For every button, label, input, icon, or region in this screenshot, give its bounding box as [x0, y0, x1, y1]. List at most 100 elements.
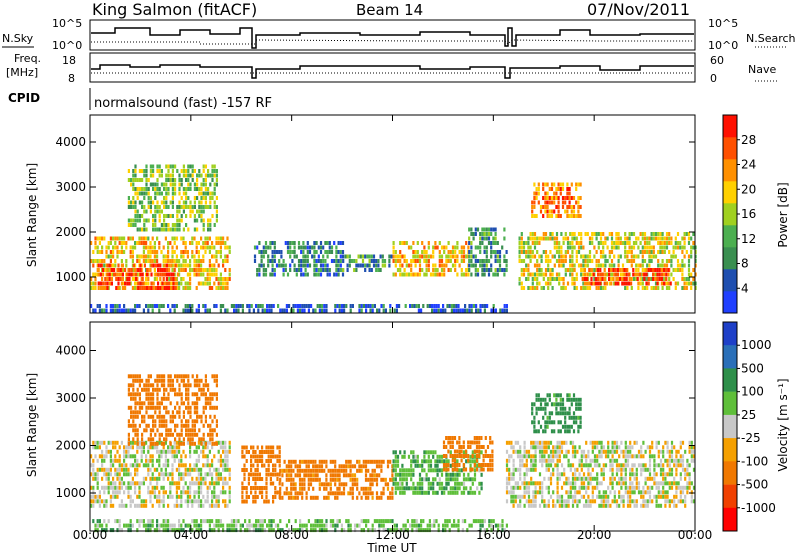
heatmap-cell [191, 268, 194, 272]
heatmap-cell [451, 458, 454, 463]
heatmap-cell [138, 392, 141, 397]
heatmap-cell [197, 490, 200, 495]
heatmap-cell [149, 173, 152, 178]
heatmap-cell [94, 236, 97, 241]
heatmap-cell [193, 481, 196, 486]
heatmap-cell [174, 286, 177, 290]
heatmap-cell [178, 410, 181, 415]
heatmap-cell [587, 476, 590, 481]
heatmap-cell [198, 209, 201, 214]
heatmap-cell [171, 432, 174, 437]
heatmap-cell [200, 378, 203, 383]
heatmap-cell [597, 286, 600, 290]
heatmap-cell [287, 495, 291, 500]
heatmap-cell [527, 454, 531, 459]
heatmap-cell [538, 485, 542, 490]
heatmap-cell [336, 495, 339, 500]
heatmap-cell [542, 415, 545, 420]
heatmap-cell [575, 250, 578, 254]
heatmap-cell [175, 254, 178, 259]
heatmap-cell [167, 410, 170, 415]
heatmap-cell [287, 491, 291, 496]
heatmap-cell [610, 277, 614, 281]
heatmap-cell [107, 449, 110, 454]
heatmap-cell [147, 485, 150, 490]
heatmap-cell [449, 490, 452, 495]
heatmap-cell [514, 449, 517, 454]
heatmap-cell [226, 286, 229, 290]
heatmap-cell [115, 286, 118, 290]
heatmap-cell [195, 250, 198, 254]
heatmap-cell [228, 268, 231, 272]
heatmap-cell [481, 236, 484, 241]
heatmap-cell [206, 463, 209, 468]
heatmap-cell [96, 445, 99, 450]
heatmap-cell [447, 459, 450, 464]
heatmap-cell [107, 268, 110, 272]
heatmap-cell [304, 272, 307, 277]
heatmap-cell [156, 236, 159, 241]
heatmap-cell [184, 304, 187, 308]
heatmap-cell [178, 272, 181, 277]
heatmap-cell [143, 187, 146, 191]
heatmap-cell [196, 396, 199, 401]
heatmap-cell [628, 259, 631, 263]
heatmap-cell [189, 449, 192, 454]
heatmap-cell [303, 482, 306, 487]
heatmap-cell [307, 459, 310, 464]
heatmap-cell [542, 214, 545, 218]
heatmap-cell [114, 272, 117, 277]
heatmap-cell [582, 254, 585, 259]
heatmap-cell [156, 481, 159, 486]
heatmap-cell [116, 304, 119, 308]
heatmap-cell [105, 449, 108, 454]
heatmap-cell [222, 476, 225, 481]
heatmap-cell [167, 250, 170, 254]
heatmap-cell [530, 499, 533, 504]
heatmap-cell [209, 191, 212, 196]
heatmap-cell [123, 236, 126, 241]
heatmap-cell [541, 485, 544, 490]
heatmap-cell [654, 286, 658, 290]
heatmap-cell [690, 245, 693, 250]
heatmap-cell [101, 440, 104, 445]
heatmap-cell [591, 449, 594, 454]
heatmap-cell [569, 245, 572, 250]
heatmap-cell [160, 441, 163, 446]
heatmap-cell [200, 437, 203, 442]
heatmap-cell [309, 459, 313, 464]
heatmap-cell [537, 393, 540, 398]
heatmap-cell [585, 490, 588, 495]
heatmap-cell [211, 196, 214, 200]
heatmap-cell [316, 473, 319, 478]
heatmap-cell [298, 477, 302, 482]
heatmap-cell [531, 420, 534, 425]
heatmap-cell [470, 245, 473, 250]
heatmap-cell [149, 396, 152, 401]
heatmap-cell [169, 490, 172, 495]
heatmap-cell [102, 268, 105, 272]
heatmap-cell [129, 481, 132, 486]
heatmap-cell [160, 499, 163, 504]
heatmap-cell [132, 218, 135, 223]
heatmap-cell [202, 254, 205, 259]
heatmap-cell [293, 241, 296, 245]
heatmap-cell [549, 476, 553, 481]
heatmap-cell [553, 236, 556, 241]
heatmap-cell [213, 454, 216, 459]
heatmap-cell [141, 281, 144, 286]
heatmap-cell [149, 494, 152, 499]
heatmap-cell [573, 245, 576, 250]
heatmap-cell [335, 268, 338, 272]
heatmap-cell [451, 440, 454, 445]
heatmap-cell [539, 406, 543, 411]
heatmap-cell [219, 308, 222, 313]
heatmap-cell [149, 250, 152, 254]
heatmap-cell [182, 286, 185, 290]
heatmap-cell [565, 449, 568, 454]
heatmap-cell [341, 250, 345, 254]
heatmap-cell [103, 499, 106, 504]
heatmap-cell [160, 472, 163, 477]
heatmap-cell [436, 459, 439, 464]
heatmap-cell [138, 383, 141, 388]
